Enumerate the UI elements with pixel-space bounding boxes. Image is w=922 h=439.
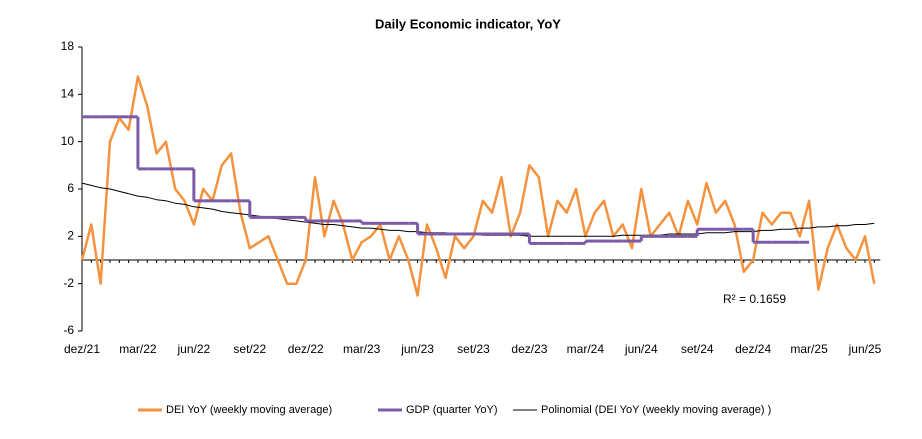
x-tick-label: mar/23 xyxy=(343,342,381,356)
y-tick-label: -2 xyxy=(63,276,74,290)
chart-title: Daily Economic indicator, YoY xyxy=(375,16,561,31)
x-tick-label: jun/25 xyxy=(848,342,882,356)
data-line xyxy=(80,75,876,297)
y-tick-label: 18 xyxy=(61,39,75,53)
x-tick-label: jun/22 xyxy=(177,342,211,356)
x-tick-label: set/23 xyxy=(457,342,490,356)
legend-label: Polinomial (DEI YoY (weekly moving avera… xyxy=(541,404,771,416)
x-tick-label: mar/24 xyxy=(567,342,605,356)
y-tick-label: -6 xyxy=(63,323,74,337)
x-tick-label: mar/25 xyxy=(790,342,828,356)
x-tick-label: dez/21 xyxy=(64,342,100,356)
legend-label: GDP (quarter YoY) xyxy=(406,404,498,416)
y-tick-label: 2 xyxy=(67,229,74,243)
x-tick-label: set/24 xyxy=(681,342,714,356)
y-tick-label: 14 xyxy=(61,87,75,101)
legend-label: DEI YoY (weekly moving average) xyxy=(166,404,332,416)
annotation: R² = 0.1659 xyxy=(723,292,786,306)
x-tick-label: jun/23 xyxy=(400,342,434,356)
y-tick-label: 6 xyxy=(67,181,74,195)
y-tick-label: 10 xyxy=(61,134,75,148)
x-tick-label: mar/22 xyxy=(119,342,157,356)
x-tick-label: dez/23 xyxy=(511,342,547,356)
x-tick-label: set/22 xyxy=(233,342,266,356)
x-tick-label: dez/24 xyxy=(735,342,771,356)
x-tick-label: jun/24 xyxy=(624,342,658,356)
x-tick-label: dez/22 xyxy=(288,342,324,356)
trend-line xyxy=(81,182,875,237)
